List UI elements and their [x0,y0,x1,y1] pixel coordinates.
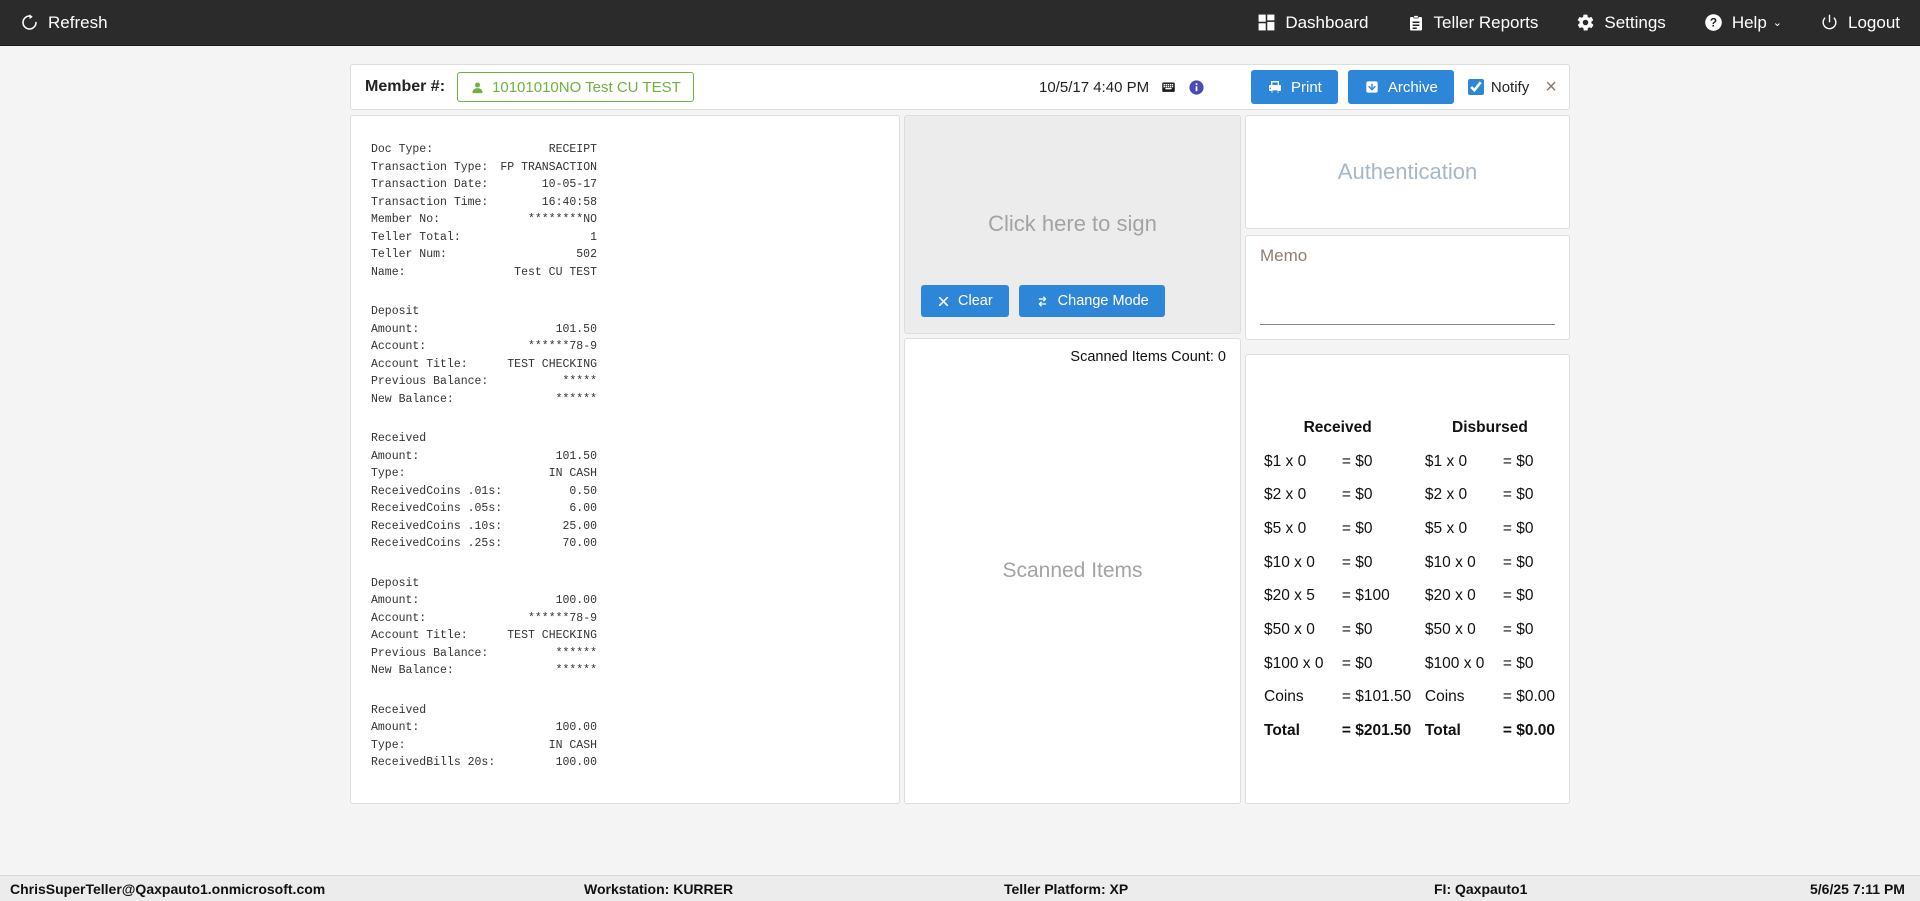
svg-text:?: ? [1710,15,1717,29]
